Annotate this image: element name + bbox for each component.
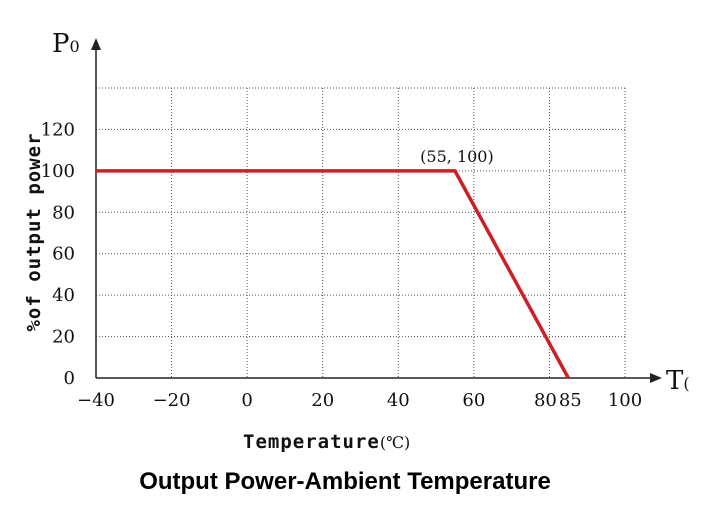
y-tick-label: 80: [52, 202, 75, 223]
x-axis-mark: T(: [666, 366, 690, 396]
x-tick-label: 80: [534, 390, 557, 411]
x-tick-label: 20: [311, 390, 334, 411]
point-annotation: (55, 100): [420, 147, 494, 166]
x-axis-arrow: [650, 373, 662, 383]
series: [96, 169, 570, 379]
y-axis-label: %of output power: [23, 132, 45, 331]
x-tick-label: 100: [608, 390, 642, 411]
axes: [91, 38, 662, 383]
x-tick-label: 60: [462, 390, 485, 411]
y-tick-label: 60: [52, 244, 75, 265]
y-axis-arrow: [91, 38, 101, 50]
annotations: (55, 100): [420, 147, 494, 166]
x-axis-label: Temperature(℃): [243, 431, 410, 453]
x-tick-label: 0: [241, 390, 252, 411]
series-line: [96, 169, 570, 379]
x-tick-label: 85: [559, 390, 582, 411]
y-tick-label: 20: [52, 327, 75, 348]
y-tick-label: 0: [64, 368, 75, 389]
x-tick-label: −40: [77, 390, 115, 411]
y-axis-mark: P0: [52, 29, 80, 59]
y-tick-label: 40: [52, 285, 75, 306]
chart-title: Output Power-Ambient Temperature: [139, 468, 551, 495]
y-tick-label: 100: [41, 161, 75, 182]
x-tick-label: −20: [153, 390, 191, 411]
y-tick-label: 120: [41, 119, 75, 140]
x-tick-label: 40: [387, 390, 410, 411]
